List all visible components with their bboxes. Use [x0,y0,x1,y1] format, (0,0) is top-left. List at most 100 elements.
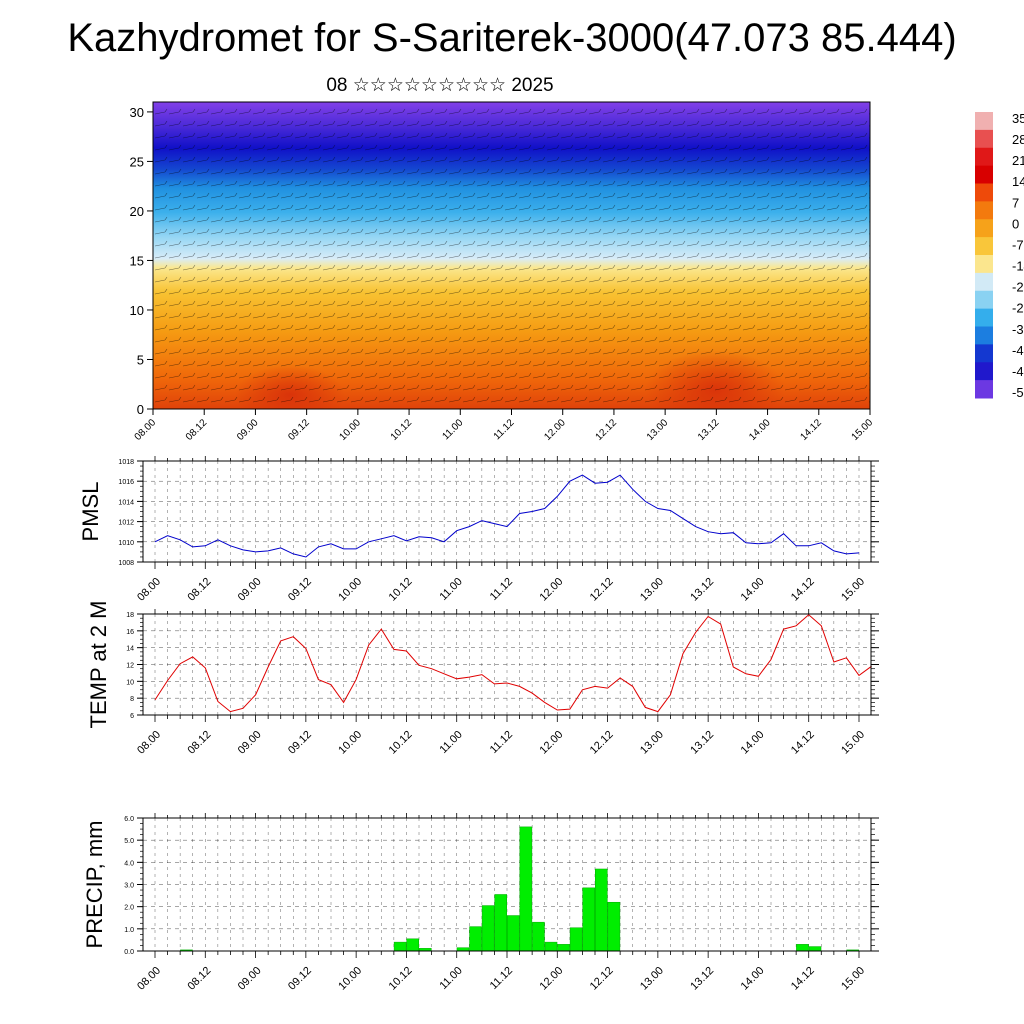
x-tick-label: 11.12 [488,576,515,603]
wind-barbs [153,102,870,409]
precip-bar [569,927,583,952]
y-tick-label: 20 [130,204,144,219]
x-tick-label: 12.12 [588,965,616,993]
x-tick-label: 09.00 [236,729,264,757]
x-tick-label: 09.12 [286,729,314,757]
precip-bar [582,887,595,952]
colorbar-label: -28 [1012,301,1024,316]
x-tick-label: 12.12 [588,729,616,757]
y-tick-label: 15 [130,253,144,268]
x-tick-label: 10.00 [336,576,364,604]
y-tick-label: 30 [130,105,144,120]
heatmap-field [153,102,870,409]
y-tick-label: 16 [126,629,134,636]
x-tick-label: 15.00 [839,576,867,604]
y-tick-label: 1.0 [124,927,134,934]
colorbar-segment [975,272,993,292]
precip-chart: 0.0 1.0 2.0 3.0 4.0 5.0 6.0 08.00 08.12 09.00 09.1… [82,813,879,993]
x-tick-label: 13.12 [688,729,716,757]
precip-bar [519,826,533,952]
x-tick-label: 15.00 [839,965,867,993]
y-tick-label: 10 [126,679,134,686]
y-tick-label: 18 [126,612,134,619]
colorbar-segment [975,380,993,399]
x-tick-label: 12.12 [588,576,616,604]
x-tick-label: 14.12 [789,576,817,604]
y-tick-label: 1008 [118,560,134,567]
precip-bar [607,901,621,952]
precip-bar [808,946,822,952]
colorbar-label: -42 [1012,343,1024,358]
y-tick-label: 12 [126,663,134,670]
temp-2m-chart: 6 8 10 12 14 16 18 08.00 08.12 09.00 09.12 10.00 10.… [86,601,879,757]
precip-bar [796,944,809,952]
precip-bar [393,941,407,952]
y-axis-label: TEMP at 2 M [86,601,111,729]
y-tick-label: 1012 [118,520,134,527]
y-tick-label: 5 [137,352,144,367]
colorbar-label: 28 [1012,132,1024,147]
colorbar-label: -7 [1012,237,1024,252]
x-tick-label: 13.00 [638,965,666,993]
x-tick-label: 10.12 [387,729,415,757]
precip-bar [406,938,419,952]
x-tick-label: 14.00 [739,729,767,757]
colorbar-segment [975,165,993,184]
y-axis-label: PRECIP, mm [82,821,107,949]
x-tick-label: 09.00 [236,576,264,604]
pmsl-chart: 1008 1010 1012 1014 1016 1018 08.00 08.12 09.00 0… [78,456,879,604]
x-tick-label: 14.12 [798,417,824,443]
colorbar-label: -49 [1012,364,1024,379]
colorbar-segment [975,112,993,131]
colorbar-segment [975,147,993,167]
x-tick-label: 11.12 [492,417,517,442]
x-tick-label: 13.12 [688,576,716,604]
precip-bar [595,868,608,952]
colorbar-label: 14 [1012,174,1024,189]
x-tick-label: 11.12 [488,965,515,992]
colorbar-label: 35 [1012,111,1024,126]
y-tick-label: 1014 [118,499,134,506]
x-tick-label: 14.00 [739,965,767,993]
precip-bar [557,944,570,952]
x-tick-label: 13.00 [638,576,666,604]
x-tick-label: 13.12 [696,417,722,443]
x-tick-label: 13.00 [645,417,671,443]
colorbar-label: -56 [1012,385,1024,400]
precip-bar [532,921,545,952]
x-tick-label: 11.12 [488,729,515,756]
precip-bar [507,915,520,952]
colorbar-label: -14 [1012,259,1024,274]
colorbar-label: 7 [1012,195,1019,210]
x-tick-label: 14.00 [739,576,767,604]
x-tick-label: 13.12 [688,965,716,993]
chart-subtitle: 08 ☆☆☆☆☆☆☆☆☆ 2025 [326,75,554,96]
colorbar-label: -21 [1012,280,1024,295]
x-tick-label: 15.00 [839,729,867,757]
wind-temperature-cross-section: 0 5 10 15 20 25 30 08.00 08.12 09.00 09.12 10.00 10.… [130,101,875,443]
x-tick-label: 13.00 [638,729,666,757]
x-tick-label: 11.00 [437,965,464,992]
colorbar-segment [975,326,993,345]
y-tick-label: 14 [126,646,134,653]
y-tick-label: 1018 [118,459,134,466]
colorbar-segment [975,362,993,381]
colorbar-label: 21 [1012,153,1024,168]
x-tick-label: 08.12 [185,576,213,604]
colorbar-segment [975,308,993,327]
pmsl-line [154,474,860,558]
x-tick-label: 09.12 [286,417,312,443]
colorbar-segment [975,201,993,220]
x-tick-label: 09.00 [235,417,261,443]
colorbar-segment [975,255,993,274]
y-tick-label: 8 [130,696,134,703]
x-tick-label: 10.00 [336,965,364,993]
x-tick-label: 08.12 [185,965,213,993]
colorbar-segment [975,183,993,202]
chart-title: Kazhydromet for S-Sariterek-3000(47.073 … [67,16,957,60]
x-tick-label: 08.12 [185,729,213,757]
precip-bar [469,926,482,952]
x-tick-label: 08.00 [133,417,159,443]
x-tick-label: 14.12 [789,729,817,757]
